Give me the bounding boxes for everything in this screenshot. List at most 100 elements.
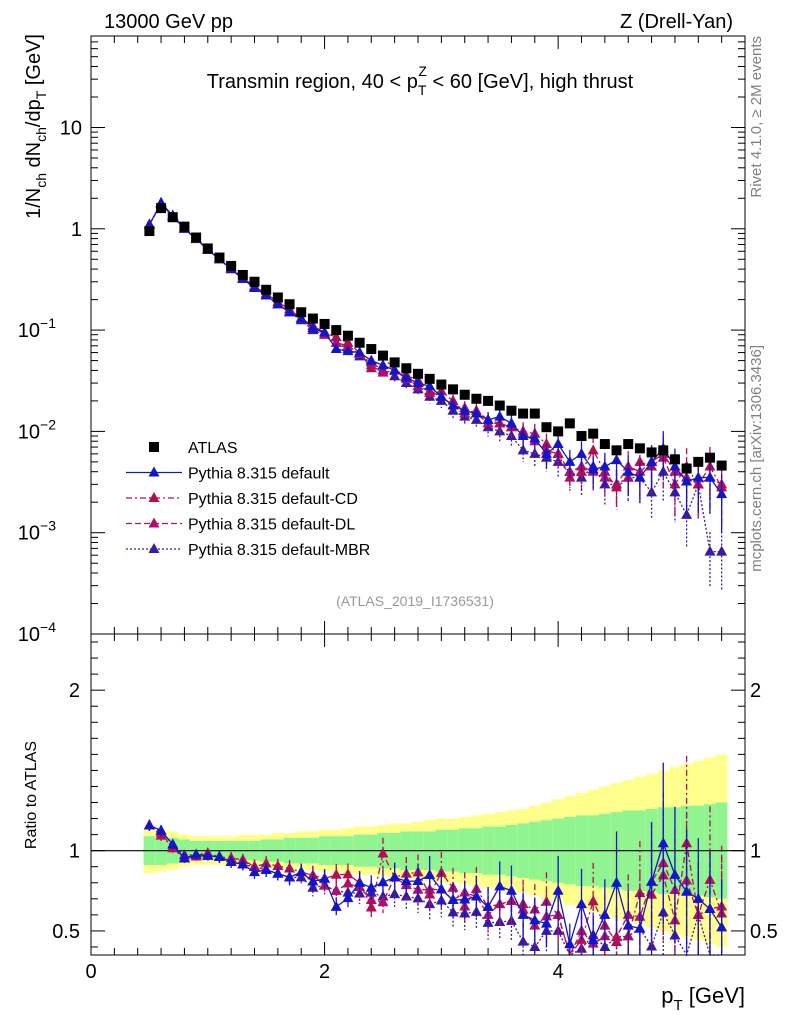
- ratio-frame: [90, 633, 746, 956]
- ratio-point: [272, 867, 284, 878]
- ratio-point: [412, 875, 424, 886]
- legend-marker: [148, 517, 160, 528]
- ratio-point: [330, 884, 342, 895]
- header-left: 13000 GeV pp: [104, 11, 233, 33]
- series-point: [447, 399, 459, 410]
- series-point: [377, 359, 389, 370]
- ratio-point: [494, 880, 506, 891]
- series-point: [716, 488, 728, 499]
- ratio-point: [365, 881, 377, 892]
- data-point: [646, 447, 657, 458]
- series-point: [342, 336, 354, 347]
- ratio-point: [704, 903, 716, 914]
- data-point: [424, 373, 435, 384]
- y-tick-label-exp: −2: [40, 416, 56, 432]
- ratio-tick-label-right: 1: [750, 841, 761, 863]
- legend-label: Pythia 8.315 default: [188, 466, 330, 483]
- ratio-point: [295, 866, 307, 877]
- ratio-point: [505, 884, 517, 895]
- ratio-point: [634, 887, 646, 898]
- ratio-point: [307, 875, 319, 886]
- data-point: [156, 203, 167, 214]
- ratio-y-axis-label: Ratio to ATLAS: [23, 741, 40, 849]
- series-point: [505, 417, 517, 428]
- legend-marker: [149, 442, 159, 452]
- data-point: [681, 463, 692, 474]
- data-point: [401, 363, 412, 374]
- ratio-point: [272, 859, 284, 870]
- mcplots-label: mcplots.cern.ch [arXiv:1306.3436]: [748, 345, 765, 572]
- series-point: [646, 455, 658, 466]
- ratio-point: [155, 824, 167, 835]
- ratio-point: [202, 849, 214, 860]
- ratio-series-0: [143, 762, 728, 955]
- legend-label: ATLAS: [188, 440, 238, 457]
- ratio-point: [284, 862, 296, 873]
- data-point: [366, 344, 377, 355]
- ratio-series-layer: [143, 755, 728, 957]
- data-point: [202, 243, 213, 254]
- rivet-label: Rivet 4.1.0, ≥ 2M events: [748, 36, 765, 198]
- series-point: [622, 465, 634, 476]
- ratio-panel: 0 2 4 0.5 0.5 1 1 2 2: [52, 633, 778, 983]
- series-point: [681, 508, 693, 519]
- data-point: [377, 350, 388, 361]
- ratio-point: [377, 847, 389, 858]
- x-label-sub: T: [673, 997, 682, 1014]
- ratio-point: [237, 858, 249, 869]
- data-point: [413, 368, 423, 379]
- data-point: [658, 445, 669, 456]
- chart-title: Transmin region, 40 < pTZ < 60 [GeV], hi…: [207, 63, 634, 98]
- data-point: [237, 269, 248, 280]
- ratio-point: [284, 871, 296, 882]
- data-point: [144, 226, 155, 237]
- y-label-c-sub: T: [33, 90, 49, 99]
- data-point: [331, 325, 342, 336]
- series-point: [377, 366, 389, 377]
- series-point: [611, 454, 623, 465]
- series-point: [611, 481, 623, 492]
- series-point: [459, 404, 471, 415]
- data-point: [342, 330, 353, 341]
- y-tick-label: 10−2: [18, 416, 56, 443]
- series-point: [319, 326, 331, 337]
- y-tick-label-base: 10: [18, 421, 40, 443]
- ratio-point: [400, 875, 412, 886]
- series-point: [354, 346, 366, 357]
- legend-marker: [148, 492, 160, 502]
- x-label-main: p: [661, 983, 673, 1008]
- x-tick-label: 2: [319, 961, 330, 983]
- ratio-point: [716, 921, 728, 932]
- x-label-unit: [GeV]: [683, 983, 745, 1008]
- data-point: [693, 456, 704, 467]
- data-point: [272, 292, 283, 303]
- ratio-point: [365, 901, 377, 912]
- ratio-tick-label-right: 2: [750, 680, 761, 702]
- y-tick-label-exp: −3: [40, 518, 56, 534]
- ratio-point: [377, 876, 389, 887]
- series-point: [529, 432, 541, 443]
- data-point: [716, 460, 727, 471]
- series-point: [249, 282, 260, 293]
- series-point: [412, 377, 424, 388]
- data-point: [261, 284, 272, 295]
- ratio-point: [587, 934, 599, 945]
- y-tick-label: 10: [60, 117, 82, 139]
- data-point: [634, 443, 645, 454]
- series-point: [330, 343, 342, 354]
- data-point: [459, 389, 470, 400]
- series-point: [552, 438, 564, 449]
- legend-entry: ATLAS: [149, 440, 238, 457]
- y-tick-label-base: 10: [60, 117, 82, 139]
- data-point: [226, 260, 237, 271]
- data-point: [623, 439, 634, 450]
- ratio-point: [330, 868, 342, 879]
- y-label-a-sub: ch: [33, 173, 49, 188]
- y-tick-label-base: 1: [71, 219, 82, 241]
- y-tick-label-base: 10: [18, 320, 40, 342]
- ratio-point: [213, 850, 225, 861]
- data-point: [588, 428, 599, 439]
- data-point: [191, 232, 202, 243]
- series-point: [587, 444, 599, 455]
